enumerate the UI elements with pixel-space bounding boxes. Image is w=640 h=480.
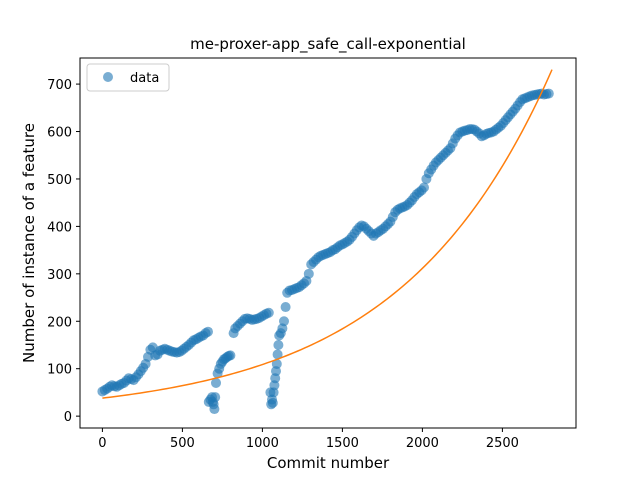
- x-axis: 0 500 1000 1500 2000 2500: [98, 428, 519, 451]
- data-point-50: [209, 404, 220, 415]
- data-point-88: [273, 339, 284, 350]
- legend-entry-data: data: [130, 71, 159, 86]
- data-point-52: [211, 377, 221, 388]
- chart-title: me-proxer-app_safe_call-exponential: [190, 35, 466, 54]
- x-tick-label-1000: 1000: [246, 436, 279, 451]
- data-point-93: [280, 302, 291, 313]
- y-tick-label-300: 300: [47, 268, 72, 283]
- legend-box: [86, 63, 170, 92]
- axes-frame: [79, 57, 577, 429]
- y-tick-label-200: 200: [47, 315, 72, 330]
- y-tick-label-700: 700: [47, 78, 72, 93]
- x-tick-label-2500: 2500: [486, 436, 519, 451]
- data-point-77: [263, 307, 274, 318]
- data-point-61: [225, 350, 236, 361]
- data-point-92: [279, 316, 289, 327]
- y-tick-label-500: 500: [47, 173, 72, 188]
- data-point-103: [303, 268, 314, 279]
- x-tick-label-2000: 2000: [406, 436, 439, 451]
- x-axis-label: Commit number: [267, 454, 390, 472]
- data-point-203: [543, 88, 554, 99]
- data-point-87: [272, 349, 283, 360]
- x-tick-label-0: 0: [98, 436, 106, 451]
- data-point-151: [419, 182, 429, 193]
- y-tick-label-0: 0: [64, 410, 72, 425]
- y-axis-label: Number of instance of a feature: [20, 123, 38, 363]
- data-point-51: [210, 392, 221, 403]
- x-tick-label-500: 500: [170, 436, 195, 451]
- data-point-86: [271, 358, 282, 369]
- y-tick-label-600: 600: [47, 126, 72, 141]
- y-tick-label-400: 400: [47, 220, 72, 235]
- legend-marker-data: [103, 72, 113, 82]
- x-tick-label-1500: 1500: [326, 436, 359, 451]
- legend: data: [86, 63, 170, 92]
- data-point-81: [267, 397, 278, 408]
- y-tick-label-100: 100: [47, 363, 72, 378]
- fit-line: [102, 69, 553, 399]
- data-point-44: [203, 326, 213, 337]
- plot-area: [97, 69, 554, 415]
- y-axis: 0 100 200 300 400 500 600 700: [47, 78, 80, 425]
